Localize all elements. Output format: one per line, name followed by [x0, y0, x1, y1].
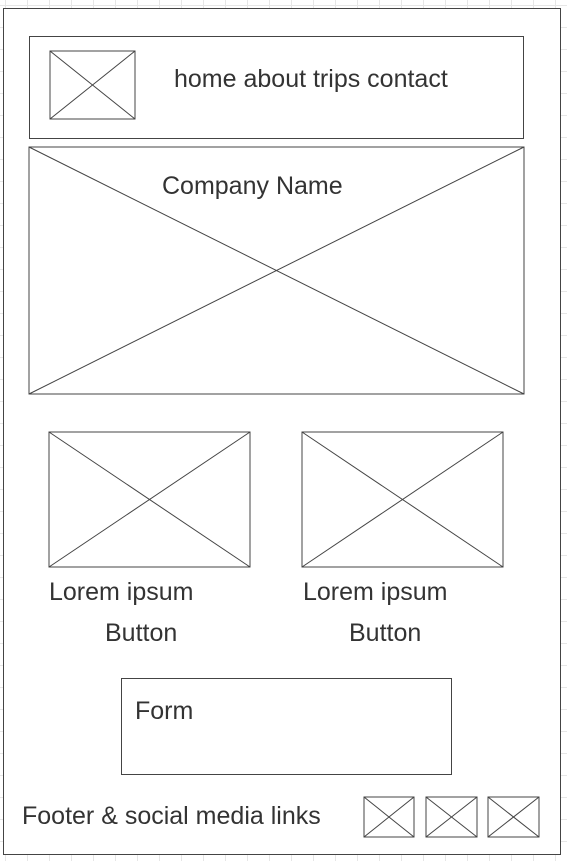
card-2-text: Lorem ipsum: [303, 578, 448, 606]
footer-text: Footer & social media links: [22, 802, 321, 830]
card-1-text: Lorem ipsum: [49, 578, 194, 606]
hero-image-placeholder: [29, 147, 524, 394]
logo-placeholder[interactable]: [50, 51, 135, 119]
card-2-image-placeholder: [302, 432, 503, 567]
card-1-image-placeholder: [49, 432, 250, 567]
card-2-button[interactable]: Button: [349, 619, 422, 647]
header-bar: [29, 36, 524, 139]
card-1-button[interactable]: Button: [105, 619, 178, 647]
social-icon-1[interactable]: [364, 797, 414, 837]
form-box[interactable]: [121, 678, 452, 775]
nav-links[interactable]: home about trips contact: [174, 65, 448, 93]
social-icon-2[interactable]: [426, 797, 477, 837]
social-icon-3[interactable]: [488, 797, 539, 837]
form-label: Form: [135, 697, 194, 725]
company-name: Company Name: [161, 171, 344, 201]
